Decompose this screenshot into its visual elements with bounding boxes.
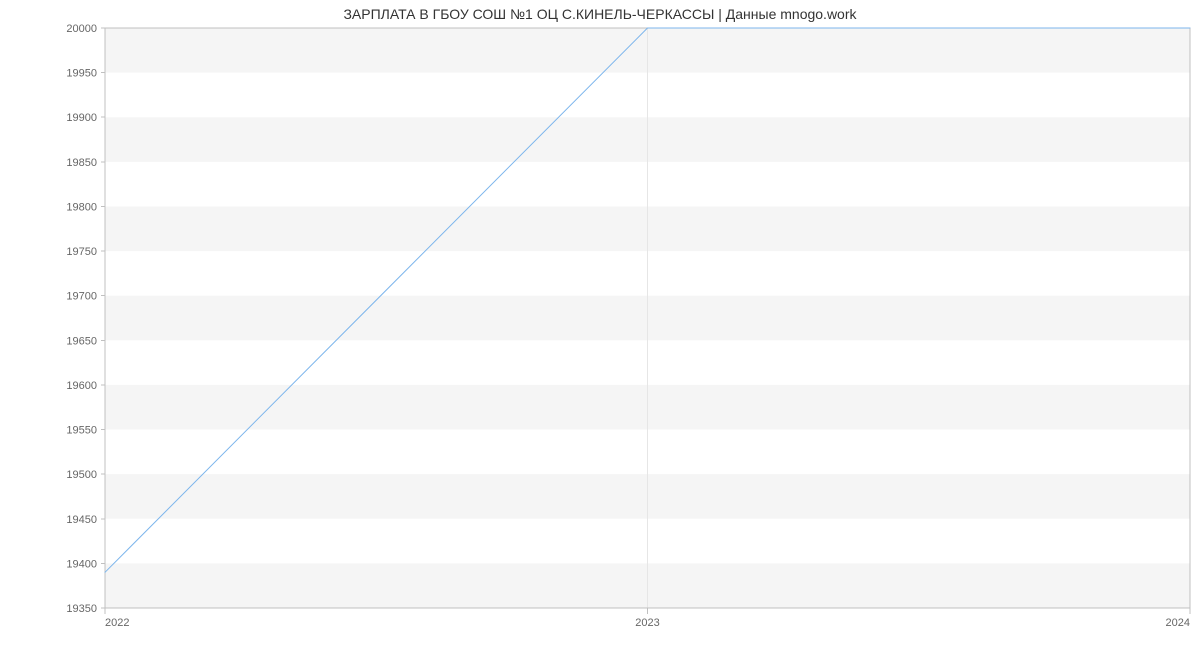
y-tick-label: 19350 [66, 603, 97, 615]
y-tick-label: 19450 [66, 514, 97, 526]
x-tick-label: 2024 [1166, 617, 1190, 629]
y-tick-label: 19600 [66, 380, 97, 392]
y-tick-label: 19900 [66, 112, 97, 124]
y-tick-label: 20000 [66, 23, 97, 35]
y-tick-label: 19800 [66, 201, 97, 213]
y-tick-label: 19550 [66, 425, 97, 437]
y-tick-label: 19850 [66, 157, 97, 169]
y-tick-label: 19750 [66, 246, 97, 258]
y-tick-label: 19950 [66, 68, 97, 80]
y-tick-label: 19650 [66, 335, 97, 347]
plot-area: 19350 19400 19450 19500 19550 19600 19650 19700… [0, 0, 1200, 650]
salary-chart: ЗАРПЛАТА В ГБОУ СОШ №1 ОЦ С.КИНЕЛЬ-ЧЕРКА… [0, 0, 1200, 650]
x-tick-label: 2022 [105, 617, 129, 629]
y-tick-label: 19500 [66, 469, 97, 481]
x-tick-label: 2023 [635, 617, 659, 629]
y-tick-label: 19400 [66, 558, 97, 570]
y-tick-label: 19700 [66, 291, 97, 303]
